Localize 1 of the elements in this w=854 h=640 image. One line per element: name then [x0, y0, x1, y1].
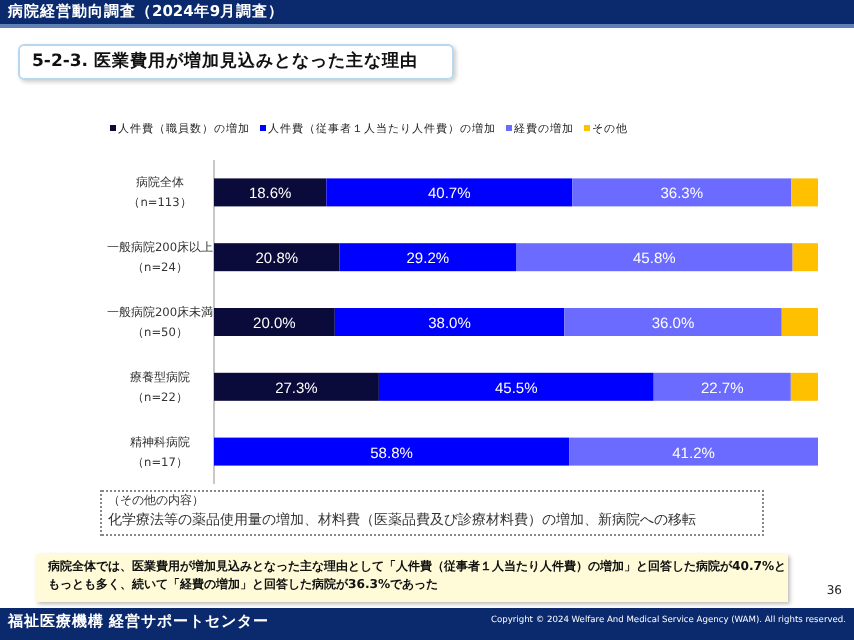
- subtitle: 5-2-3. 医業費用が増加見込みとなった主な理由: [18, 44, 454, 80]
